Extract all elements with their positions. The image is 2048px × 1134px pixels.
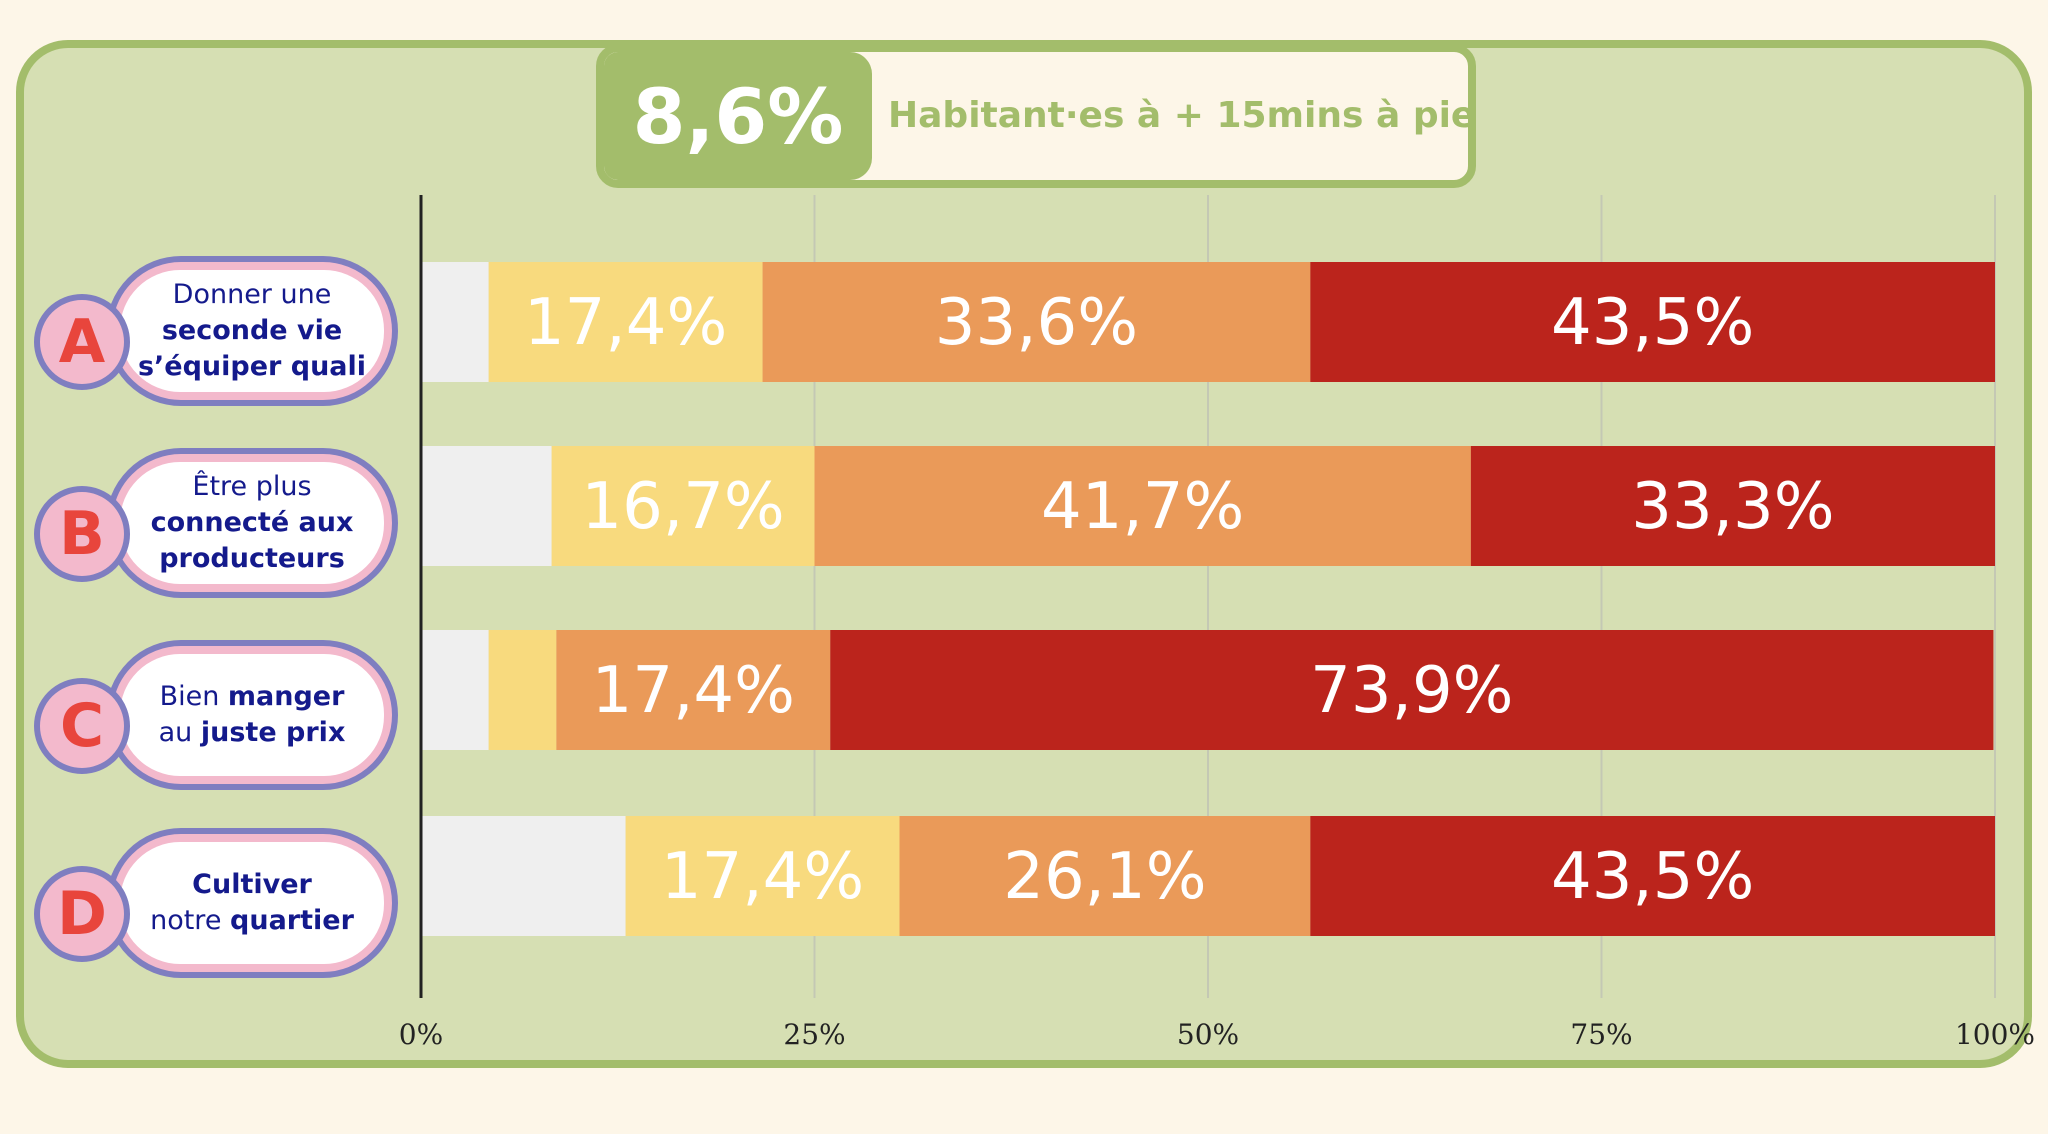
category-pill: Cultiver notre quartier: [106, 828, 398, 978]
bar-segment: [421, 446, 552, 566]
bar-segment: [421, 816, 626, 936]
bar-segment: [1310, 816, 1995, 936]
bar-segment: [899, 816, 1311, 936]
bar-segment: [421, 630, 489, 750]
category-line: producteurs: [159, 543, 345, 574]
x-tick-label: 75%: [1570, 1018, 1632, 1051]
category-pill: Bien manger au juste prix: [106, 640, 398, 790]
category-pill-text: Bien manger au juste prix: [120, 654, 384, 776]
category-line: au juste prix: [158, 717, 346, 748]
bar-segment: [625, 816, 900, 936]
category-line: Cultiver: [192, 869, 312, 900]
data-label: 17,4%: [524, 286, 727, 360]
data-label: 41,7%: [1041, 470, 1244, 544]
category-pill-text: Donner une seconde vie s’équiper quali: [120, 270, 384, 392]
x-tick-label: 25%: [783, 1018, 845, 1051]
category-label-a: Donner une seconde vie s’équiper quali A: [34, 256, 398, 406]
category-line: Bien manger: [159, 681, 345, 712]
bar-segment: [762, 262, 1311, 382]
bar-segment: [1470, 446, 1995, 566]
x-tick-label: 100%: [1955, 1018, 2035, 1051]
data-label: 33,6%: [935, 286, 1138, 360]
data-label: 17,4%: [661, 840, 864, 914]
data-label: 26,1%: [1003, 840, 1206, 914]
data-label: 43,5%: [1551, 286, 1754, 360]
data-label: 43,5%: [1551, 840, 1754, 914]
category-letter-badge: C: [34, 678, 130, 774]
data-label: 73,9%: [1310, 654, 1513, 728]
x-tick-label: 50%: [1177, 1018, 1239, 1051]
category-letter-badge: D: [34, 866, 130, 962]
x-tick-label: 0%: [399, 1018, 443, 1051]
data-label: 17,4%: [592, 654, 795, 728]
bar-segment: [488, 630, 557, 750]
bar-segment: [421, 262, 489, 382]
bar-segment: [1310, 262, 1995, 382]
bar-segment: [556, 630, 831, 750]
header-box: 8,6% Habitant·es à + 15mins à pied: [596, 44, 1476, 188]
category-line: connecté aux: [150, 507, 354, 538]
category-line: Donner une: [172, 279, 332, 310]
category-pill-text: Être plus connecté aux producteurs: [120, 462, 384, 584]
category-label-d: Cultiver notre quartier D: [34, 828, 398, 978]
category-label-b: Être plus connecté aux producteurs B: [34, 448, 398, 598]
category-line: seconde vie: [161, 315, 343, 346]
category-letter-badge: B: [34, 486, 130, 582]
category-line: s’équiper quali: [137, 351, 367, 382]
category-pill: Donner une seconde vie s’équiper quali: [106, 256, 398, 406]
data-label: 16,7%: [581, 470, 784, 544]
category-label-c: Bien manger au juste prix C: [34, 640, 398, 790]
bar-segment: [814, 446, 1471, 566]
bar-segment: [830, 630, 1994, 750]
category-pill-text: Cultiver notre quartier: [120, 842, 384, 964]
bar-segment: [551, 446, 815, 566]
header-label: Habitant·es à + 15mins à pied: [888, 95, 1476, 136]
category-line: Être plus: [192, 471, 312, 502]
category-pill: Être plus connecté aux producteurs: [106, 448, 398, 598]
data-label: 33,3%: [1631, 470, 1834, 544]
category-line: notre quartier: [150, 905, 354, 936]
header-value-badge: 8,6%: [604, 52, 872, 180]
bar-segment: [488, 262, 763, 382]
category-letter-badge: A: [34, 294, 130, 390]
